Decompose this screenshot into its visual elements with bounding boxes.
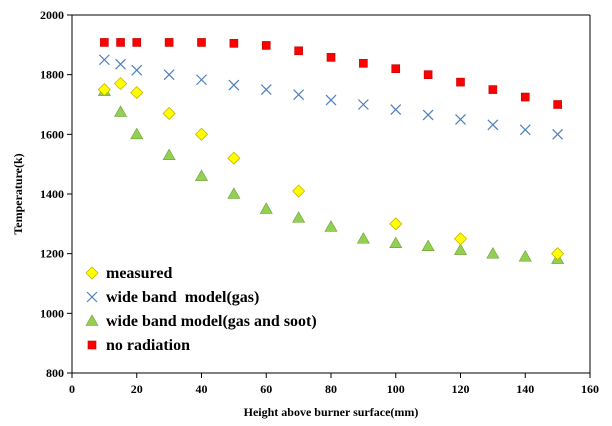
data-point-triangle — [518, 250, 532, 262]
data-point-x — [293, 89, 305, 101]
series-square — [100, 38, 562, 109]
data-point-diamond — [162, 106, 176, 121]
data-point-x — [357, 99, 369, 110]
data-point-x — [325, 94, 337, 106]
data-point-square — [520, 92, 530, 102]
data-point-x — [552, 128, 564, 140]
legend: measured wide band model(gas) wide band mo… — [85, 265, 317, 354]
legend-marker-diamond — [85, 266, 99, 280]
data-point-triangle — [356, 232, 370, 244]
data-point-x — [487, 119, 499, 131]
data-point-diamond — [194, 127, 209, 141]
data-point-square — [132, 38, 142, 47]
data-point-square — [100, 38, 109, 47]
y-tick-label: 2000 — [40, 8, 64, 22]
x-tick-label: 40 — [196, 382, 208, 396]
data-point-square — [423, 70, 433, 79]
data-point-diamond — [453, 232, 468, 246]
legend-label: no radiation — [106, 337, 190, 354]
x-axis-ticks: 0 20 40 60 80 100 120 140 160 — [69, 373, 599, 396]
data-point-x — [131, 64, 143, 76]
data-point-x — [260, 84, 272, 96]
data-point-diamond — [389, 217, 403, 231]
data-point-square — [488, 85, 498, 94]
y-tick-label: 1400 — [40, 187, 64, 201]
x-tick-label: 20 — [131, 382, 143, 396]
series-diamond — [97, 77, 565, 261]
series-triangle — [97, 84, 565, 264]
data-point-square — [294, 46, 303, 56]
data-point-triangle — [421, 239, 435, 252]
y-axis-ticks: 800 1000 1200 1400 1600 1800 2000 — [40, 8, 72, 380]
data-point-triangle — [162, 148, 176, 161]
x-tick-label: 100 — [387, 382, 405, 396]
data-point-diamond — [113, 77, 128, 91]
data-point-x — [422, 109, 434, 121]
x-tick-label: 140 — [516, 382, 534, 396]
data-point-diamond — [130, 86, 144, 100]
data-point-x — [390, 104, 402, 115]
y-tick-label: 1800 — [40, 68, 64, 82]
legend-label: measured — [106, 265, 172, 282]
y-axis-title: Temperature(k) — [11, 153, 25, 234]
data-point-x — [455, 113, 466, 125]
data-point-triangle — [194, 169, 209, 181]
data-point-square — [197, 38, 206, 47]
data-point-diamond — [551, 247, 565, 261]
data-point-triangle — [114, 105, 128, 117]
data-point-x — [115, 58, 126, 70]
x-tick-label: 120 — [452, 382, 470, 396]
legend-label: wide band model(gas and soot) — [106, 313, 317, 330]
data-point-triangle — [130, 127, 144, 140]
y-tick-label: 800 — [46, 366, 64, 380]
y-tick-label: 1200 — [40, 247, 64, 261]
x-tick-label: 80 — [325, 382, 337, 396]
data-points — [97, 38, 565, 264]
data-point-diamond — [97, 83, 111, 97]
x-tick-label: 0 — [69, 382, 75, 396]
legend-marker-square — [87, 340, 97, 350]
data-point-x — [519, 124, 531, 136]
data-point-triangle — [292, 211, 306, 223]
data-point-x — [196, 74, 207, 86]
data-point-square — [261, 41, 271, 50]
data-point-diamond — [292, 184, 306, 198]
data-point-square — [391, 64, 401, 73]
x-tick-label: 160 — [581, 382, 599, 396]
data-point-x — [98, 54, 110, 66]
data-point-x — [228, 79, 240, 91]
data-point-square — [326, 53, 336, 62]
data-point-diamond — [227, 151, 241, 165]
data-point-square — [229, 39, 239, 48]
data-point-square — [359, 59, 368, 68]
data-point-triangle — [389, 236, 403, 249]
data-point-square — [164, 38, 174, 47]
legend-label: wide band model(gas) — [106, 289, 259, 306]
legend-marker-x — [86, 291, 98, 303]
data-point-triangle — [453, 243, 468, 255]
y-tick-label: 1000 — [40, 306, 64, 320]
legend-marker-triangle — [85, 314, 99, 326]
data-point-triangle — [486, 247, 500, 259]
data-point-square — [456, 77, 465, 87]
data-point-triangle — [324, 220, 338, 232]
data-point-triangle — [227, 187, 241, 199]
x-axis-title: Height above burner surface(mm) — [244, 405, 419, 419]
data-point-square — [116, 38, 125, 47]
data-point-triangle — [259, 202, 273, 214]
data-point-x — [163, 69, 175, 81]
series-x — [98, 54, 564, 140]
data-point-square — [553, 100, 562, 109]
y-tick-label: 1600 — [40, 127, 64, 141]
x-tick-label: 60 — [260, 382, 272, 396]
